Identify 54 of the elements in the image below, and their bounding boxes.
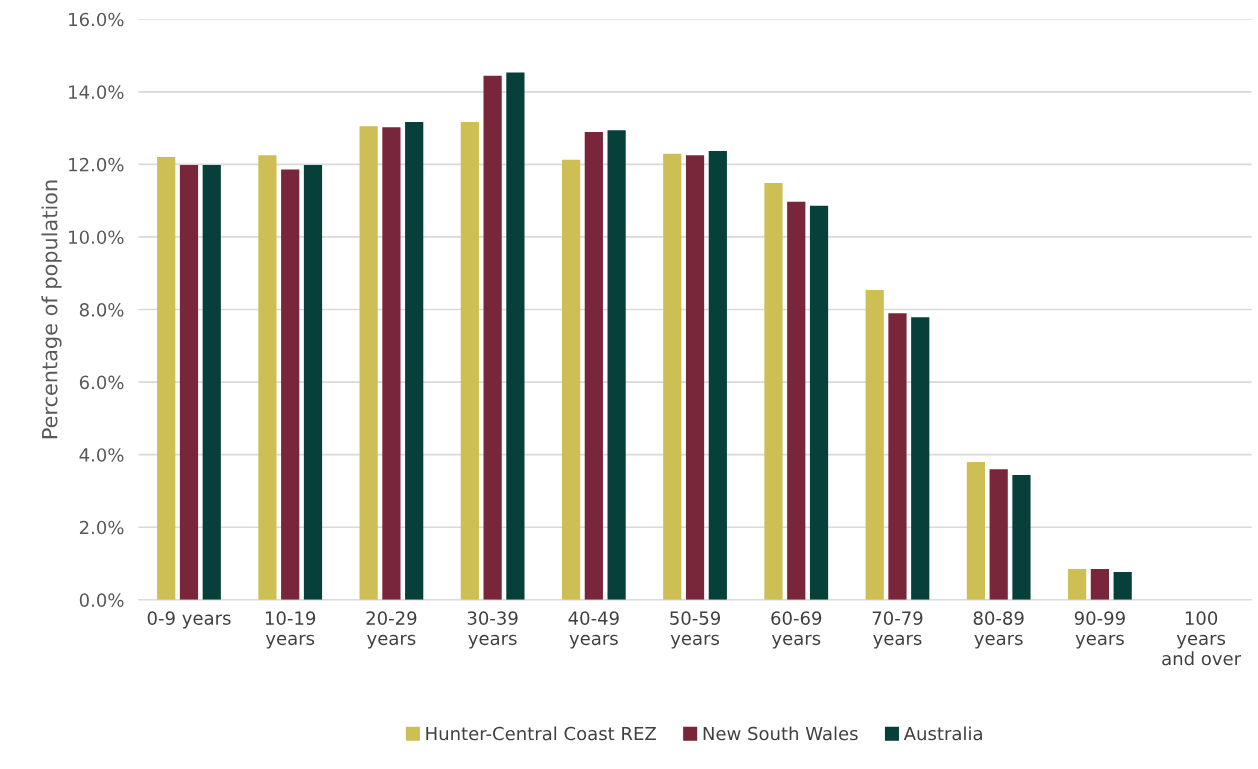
bar: [1012, 474, 1031, 600]
bar: [966, 461, 986, 600]
bar: [607, 130, 626, 600]
bar: [157, 157, 176, 600]
bar: [359, 126, 378, 600]
bar: [787, 201, 806, 600]
y-tick-label: 10.0%: [69, 230, 124, 245]
y-tick-label: 4.0%: [79, 448, 124, 462]
legend-label: Hunter-Central Coast REZ: [426, 726, 656, 741]
bar: [506, 72, 525, 600]
bar: [809, 205, 829, 600]
x-tick-label: 50-59 years: [670, 611, 721, 649]
bar: [382, 127, 401, 600]
legend-label: New South Wales: [703, 726, 858, 741]
bar: [561, 159, 581, 600]
bar: [764, 182, 783, 600]
y-axis-title: Percentage of population: [41, 180, 62, 439]
bar: [888, 313, 907, 600]
bar: [1068, 568, 1087, 600]
bar: [258, 155, 277, 600]
legend-label: Australia: [903, 726, 982, 741]
bar: [281, 169, 300, 600]
bar: [584, 132, 603, 600]
x-tick-label: 80-89 years: [973, 611, 1024, 649]
bar: [1090, 568, 1109, 600]
y-tick-label: 8.0%: [79, 302, 124, 317]
x-tick-label: 70-79 years: [872, 611, 923, 649]
bar: [483, 75, 502, 600]
x-tick-label: 20-29 years: [366, 611, 417, 649]
y-tick-label: 2.0%: [79, 520, 124, 535]
bar: [685, 155, 705, 600]
x-tick-label: 30-39 years: [467, 611, 518, 649]
bar: [1113, 571, 1132, 600]
x-tick-label: 60-69 years: [771, 611, 822, 649]
x-tick-label: 10-19 years: [265, 611, 316, 649]
bar: [663, 153, 682, 600]
x-tick-label: 40-49 years: [568, 611, 619, 649]
bar: [202, 165, 221, 600]
y-tick-label: 0.0%: [79, 593, 124, 607]
bar: [303, 165, 323, 600]
bar: [911, 317, 930, 600]
bar: [460, 121, 479, 600]
bar: [989, 469, 1008, 600]
bar: [179, 165, 199, 600]
x-tick-label: 100 years and over: [1162, 611, 1242, 666]
x-tick-label: 90-99 years: [1074, 611, 1125, 649]
x-tick-label: 0-9 years: [147, 611, 231, 629]
bar: [405, 121, 424, 600]
y-tick-label: 12.0%: [69, 157, 124, 172]
y-tick-label: 16.0%: [69, 12, 124, 27]
y-tick-label: 14.0%: [69, 85, 124, 99]
y-tick-label: 6.0%: [79, 375, 124, 390]
bar: [865, 289, 884, 600]
bar: [708, 150, 727, 600]
